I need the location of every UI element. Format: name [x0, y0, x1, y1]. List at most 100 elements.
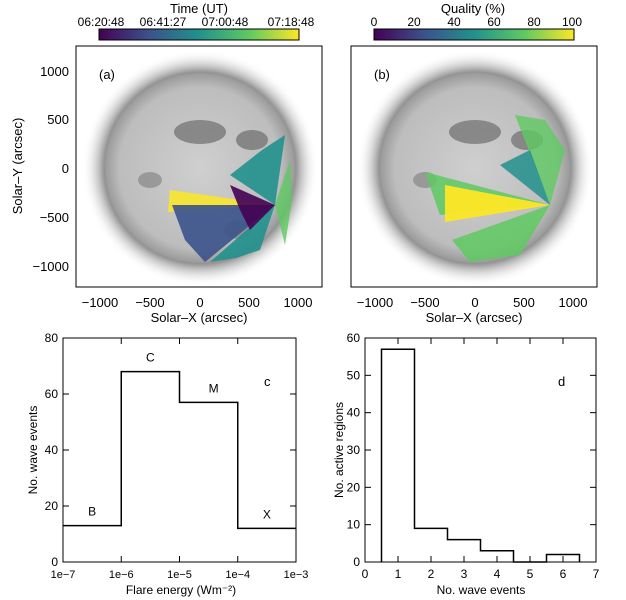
wave-fan-sector [515, 115, 565, 205]
panel-b: (b) −1000 −500 0 500 1000 Solar–X (arcse… [350, 45, 598, 325]
panel-a-y-label: Solar–Y (arcsec) [10, 118, 25, 215]
colorbar-quality-title: Quality (%) [441, 1, 505, 16]
x-tick-label: 0 [196, 295, 203, 310]
x-tick-label: 1 [395, 567, 402, 581]
y-tick-label: 40 [347, 406, 361, 420]
y-tick-label: 60 [45, 387, 59, 401]
x-tick-label: 6 [560, 567, 567, 581]
wave-fan-sector [275, 160, 292, 245]
y-tick-label: 1000 [40, 64, 69, 79]
wave-fan-sector [452, 205, 550, 262]
colorbar-quality-bar [373, 28, 575, 41]
x-tick-label: 0 [362, 567, 369, 581]
y-tick-label: 10 [347, 518, 361, 532]
x-tick-label: 1e−6 [109, 569, 134, 581]
panel-d-axes-box [364, 337, 597, 563]
y-tick-label: 0 [62, 161, 69, 176]
colorbar-time-tick: 06:41:27 [140, 15, 187, 29]
dark-region [138, 172, 162, 188]
panel-c-step-outline [63, 370, 296, 530]
panel-c-histogram: 1e−7 1e−6 1e−5 1e−4 1e−3 0 20 40 60 80 B C M X c Fl… [26, 331, 308, 597]
panel-c-y-ticks: 0 20 40 60 80 [45, 331, 296, 569]
dark-region [236, 130, 268, 150]
panel-c-tag: c [264, 374, 271, 389]
y-tick-label: 40 [45, 443, 59, 457]
panel-a-axes-box [75, 45, 323, 288]
x-tick-label: 5 [527, 567, 534, 581]
flare-class-label: X [263, 507, 271, 521]
panel-b-axes-box [350, 45, 598, 288]
x-tick-label: 1e−4 [225, 569, 250, 581]
x-tick-label: 0 [471, 295, 478, 310]
x-tick-label: 1e−3 [284, 569, 309, 581]
x-tick-label: 1000 [559, 295, 588, 310]
panel-d-x-label: No. wave events [437, 583, 526, 597]
y-tick-label: −1000 [32, 259, 69, 274]
panel-d-histogram: 0 1 2 3 4 5 6 7 0 10 20 30 40 50 60 d No. wave events… [332, 331, 600, 597]
panel-b-x-ticks: −1000 −500 0 500 1000 [357, 295, 588, 310]
wave-fan-sector [230, 185, 275, 230]
x-tick-label: 2 [428, 567, 435, 581]
panel-c-y-label: No. wave events [26, 406, 40, 495]
panel-d-y-ticks: 0 10 20 30 40 50 60 [347, 331, 596, 569]
panel-a-y-ticks: 1000 500 0 −500 −1000 [32, 64, 69, 274]
panel-d-tag: d [558, 374, 565, 389]
colorbar-quality-tick: 100 [562, 15, 582, 29]
y-tick-label: 30 [347, 443, 361, 457]
y-tick-label: 60 [347, 331, 361, 345]
panel-d-x-ticks: 0 1 2 3 4 5 6 7 [362, 338, 600, 581]
panel-d-y-label: No. active regions [332, 402, 346, 498]
colorbar-quality-tick: 20 [407, 15, 421, 29]
colorbar-time-tick: 06:20:48 [78, 15, 125, 29]
y-tick-label: 20 [347, 480, 361, 494]
panel-a: (a) −1000 −500 0 500 1000 1000 500 0 −50… [10, 45, 323, 325]
x-tick-label: −1000 [82, 295, 119, 310]
panel-a-x-ticks: −1000 −500 0 500 1000 [82, 295, 313, 310]
colorbar-time-tick: 07:18:48 [268, 15, 315, 29]
panel-c-category-labels: B C M X [88, 351, 271, 522]
panel-b-x-label: Solar–X (arcsec) [426, 310, 523, 325]
panel-a-wave-fan [168, 135, 292, 262]
colorbar-time-bar [98, 28, 300, 41]
y-tick-label: 500 [47, 112, 69, 127]
x-tick-label: 500 [238, 295, 260, 310]
panel-c-x-ticks: 1e−7 1e−6 1e−5 1e−4 1e−3 [51, 338, 309, 581]
colorbar-quality: Quality (%) 0 20 40 60 80 100 [371, 1, 582, 41]
colorbar-quality-tick: 80 [527, 15, 541, 29]
x-tick-label: −500 [410, 295, 439, 310]
flare-class-label: C [146, 351, 155, 365]
wave-fan-sector [445, 185, 550, 222]
colorbar-quality-tick: 40 [447, 15, 461, 29]
x-tick-label: −1000 [357, 295, 394, 310]
y-tick-label: 0 [51, 555, 58, 569]
colorbar-time-title: Time (UT) [170, 1, 228, 16]
panel-a-tag: (a) [99, 67, 115, 82]
x-tick-label: 1e−5 [167, 569, 192, 581]
panel-b-tag: (b) [374, 67, 390, 82]
y-tick-label: 0 [353, 555, 360, 569]
x-tick-label: 3 [461, 567, 468, 581]
x-tick-label: 500 [513, 295, 535, 310]
colorbar-quality-tick: 60 [487, 15, 501, 29]
flare-class-label: M [209, 381, 219, 395]
x-tick-label: 1e−7 [51, 569, 76, 581]
x-tick-label: −500 [135, 295, 164, 310]
y-tick-label: 50 [347, 368, 361, 382]
colorbar-quality-tick: 0 [371, 15, 378, 29]
panel-a-x-label: Solar–X (arcsec) [151, 310, 248, 325]
x-tick-label: 4 [494, 567, 501, 581]
x-tick-label: 1000 [284, 295, 313, 310]
flare-class-label: B [88, 505, 96, 519]
panel-c-x-label: Flare energy (Wm⁻²) [126, 583, 236, 597]
colorbar-time: Time (UT) 06:20:48 06:41:27 07:00:48 07:… [78, 1, 315, 41]
wave-fan-sector [230, 135, 285, 205]
wave-fan-sector [500, 150, 550, 205]
y-tick-label: −500 [40, 210, 69, 225]
colorbar-time-tick: 07:00:48 [202, 15, 249, 29]
y-tick-label: 80 [45, 331, 59, 345]
x-tick-label: 7 [593, 567, 600, 581]
dark-region [174, 120, 226, 144]
panel-b-wave-fan [425, 115, 565, 262]
y-tick-label: 20 [45, 499, 59, 513]
